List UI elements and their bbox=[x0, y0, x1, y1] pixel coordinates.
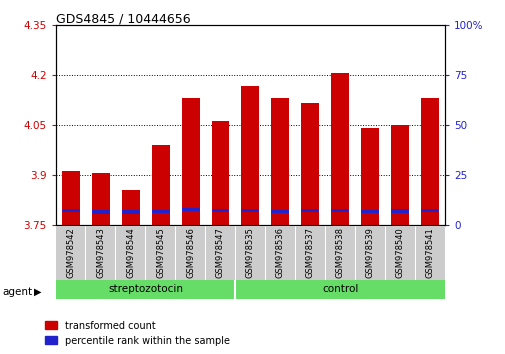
Text: GSM978541: GSM978541 bbox=[425, 227, 434, 278]
Text: GSM978540: GSM978540 bbox=[395, 227, 404, 278]
Bar bbox=[91, 173, 110, 225]
Bar bbox=[421, 209, 438, 212]
Bar bbox=[271, 210, 289, 213]
Bar bbox=[211, 121, 229, 225]
Bar bbox=[116, 226, 145, 280]
Bar bbox=[56, 280, 235, 299]
Bar bbox=[331, 73, 348, 225]
Text: GSM978536: GSM978536 bbox=[275, 227, 284, 278]
Bar bbox=[361, 128, 379, 225]
Bar bbox=[146, 226, 175, 280]
Text: GSM978537: GSM978537 bbox=[306, 227, 314, 278]
Text: GSM978535: GSM978535 bbox=[245, 227, 255, 278]
Bar bbox=[266, 226, 294, 280]
Legend: transformed count, percentile rank within the sample: transformed count, percentile rank withi… bbox=[45, 321, 229, 346]
Text: streptozotocin: streptozotocin bbox=[108, 284, 183, 295]
Bar bbox=[181, 208, 199, 211]
Text: GSM978542: GSM978542 bbox=[66, 227, 75, 278]
Bar bbox=[86, 226, 115, 280]
Text: GSM978543: GSM978543 bbox=[96, 227, 105, 278]
Bar bbox=[241, 209, 259, 212]
Text: ▶: ▶ bbox=[34, 287, 42, 297]
Bar bbox=[211, 209, 229, 212]
Text: GDS4845 / 10444656: GDS4845 / 10444656 bbox=[56, 12, 190, 25]
Bar bbox=[235, 280, 444, 299]
Text: GSM978544: GSM978544 bbox=[126, 227, 135, 278]
Bar bbox=[181, 98, 199, 225]
Bar bbox=[62, 171, 79, 225]
Text: agent: agent bbox=[3, 287, 33, 297]
Bar bbox=[236, 226, 264, 280]
Bar bbox=[295, 226, 324, 280]
Bar bbox=[361, 210, 379, 213]
Bar bbox=[56, 226, 85, 280]
Bar bbox=[91, 211, 110, 214]
Bar bbox=[241, 86, 259, 225]
Bar bbox=[121, 211, 139, 214]
Bar bbox=[271, 98, 289, 225]
Text: GSM978538: GSM978538 bbox=[335, 227, 344, 278]
Bar bbox=[390, 210, 409, 213]
Bar bbox=[331, 209, 348, 212]
Bar bbox=[152, 210, 169, 213]
Bar bbox=[301, 103, 319, 225]
Bar bbox=[301, 209, 319, 212]
Bar bbox=[385, 226, 414, 280]
Bar bbox=[206, 226, 234, 280]
Bar bbox=[152, 145, 169, 225]
Bar bbox=[415, 226, 444, 280]
Bar bbox=[176, 226, 205, 280]
Bar bbox=[355, 226, 384, 280]
Bar bbox=[62, 209, 79, 212]
Text: control: control bbox=[322, 284, 358, 295]
Bar bbox=[121, 190, 139, 225]
Text: GSM978539: GSM978539 bbox=[365, 227, 374, 278]
Bar bbox=[421, 98, 438, 225]
Text: GSM978547: GSM978547 bbox=[216, 227, 225, 278]
Bar bbox=[390, 125, 409, 225]
Text: GSM978545: GSM978545 bbox=[156, 227, 165, 278]
Bar bbox=[325, 226, 354, 280]
Text: GSM978546: GSM978546 bbox=[186, 227, 194, 278]
